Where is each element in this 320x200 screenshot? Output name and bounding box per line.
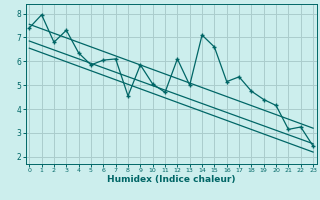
X-axis label: Humidex (Indice chaleur): Humidex (Indice chaleur)	[107, 175, 236, 184]
